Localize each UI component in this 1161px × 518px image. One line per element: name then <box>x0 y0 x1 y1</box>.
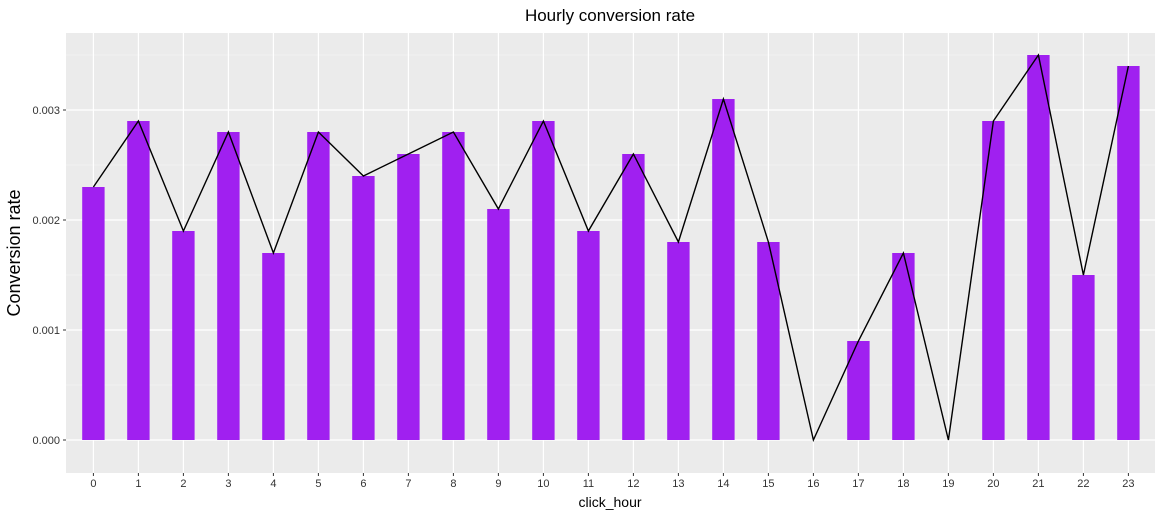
x-tick-label: 15 <box>762 478 774 490</box>
x-tick-label: 11 <box>583 478 594 490</box>
x-tick-label: 3 <box>225 478 231 490</box>
y-axis: 0.000 0.001 0.002 0.003 <box>32 105 66 447</box>
bar <box>1072 275 1095 440</box>
bar <box>622 154 645 440</box>
bar <box>217 132 240 440</box>
bar <box>352 176 375 440</box>
x-tick-label: 14 <box>717 478 729 490</box>
y-tick-label: 0.003 <box>32 105 60 117</box>
x-tick-label: 13 <box>672 478 684 490</box>
x-tick-label: 9 <box>495 478 501 490</box>
y-tick-label: 0.002 <box>32 215 60 227</box>
x-tick-label: 5 <box>315 478 321 490</box>
x-axis: 0 1 2 3 4 5 6 7 8 9 10 11 12 13 14 15 16 17 18 19 20 21 22 23 <box>90 473 1135 490</box>
grid-minor <box>66 54 1155 386</box>
x-tick-label: 2 <box>180 478 186 490</box>
bar <box>172 231 195 440</box>
bars <box>82 55 1140 440</box>
x-tick-label: 19 <box>942 478 954 490</box>
x-tick-label: 20 <box>987 478 999 490</box>
bar <box>532 121 555 440</box>
x-tick-label: 21 <box>1032 478 1044 490</box>
y-tick-label: 0.001 <box>32 325 60 337</box>
bar <box>82 187 105 440</box>
bar <box>127 121 150 440</box>
x-tick-label: 16 <box>807 478 819 490</box>
x-axis-title: click_hour <box>578 494 641 510</box>
x-tick-label: 18 <box>897 478 909 490</box>
x-tick-label: 4 <box>270 478 276 490</box>
x-tick-label: 23 <box>1122 478 1134 490</box>
bar <box>982 121 1005 440</box>
series-line <box>92 53 1130 443</box>
bar <box>892 253 915 440</box>
x-tick-label: 0 <box>90 478 96 490</box>
bar <box>712 99 735 440</box>
bar <box>847 341 870 440</box>
chart-title: Hourly conversion rate <box>525 6 695 25</box>
bar <box>577 231 600 440</box>
bar <box>397 154 420 440</box>
bar <box>487 209 510 440</box>
x-tick-label: 6 <box>360 478 366 490</box>
bar <box>442 132 465 440</box>
x-tick-label: 1 <box>135 478 141 490</box>
x-tick-label: 7 <box>405 478 411 490</box>
x-tick-label: 10 <box>537 478 549 490</box>
x-tick-label: 8 <box>450 478 456 490</box>
bar <box>307 132 330 440</box>
plot-panel <box>66 33 1155 473</box>
bar <box>757 242 780 440</box>
x-tick-label: 17 <box>852 478 864 490</box>
x-tick-label: 12 <box>627 478 639 490</box>
bar <box>262 253 285 440</box>
bar <box>667 242 690 440</box>
y-axis-title: Conversion rate <box>4 189 24 316</box>
y-tick-label: 0.000 <box>32 435 60 447</box>
x-tick-label: 22 <box>1077 478 1089 490</box>
bar <box>1117 66 1140 440</box>
bar <box>1027 55 1050 440</box>
